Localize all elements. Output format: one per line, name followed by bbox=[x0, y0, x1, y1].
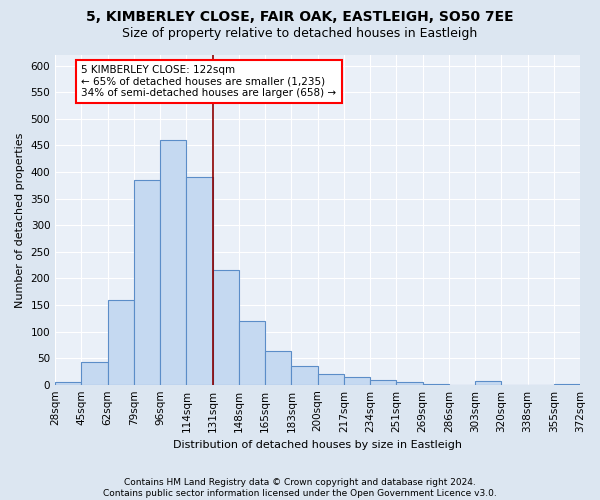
Bar bbox=[212, 270, 239, 384]
Bar bbox=[82, 362, 107, 384]
Bar bbox=[239, 321, 265, 384]
Bar bbox=[160, 140, 187, 384]
Bar bbox=[292, 366, 317, 384]
Text: 5, KIMBERLEY CLOSE, FAIR OAK, EASTLEIGH, SO50 7EE: 5, KIMBERLEY CLOSE, FAIR OAK, EASTLEIGH,… bbox=[86, 10, 514, 24]
Text: Contains HM Land Registry data © Crown copyright and database right 2024.
Contai: Contains HM Land Registry data © Crown c… bbox=[103, 478, 497, 498]
Text: 5 KIMBERLEY CLOSE: 122sqm
← 65% of detached houses are smaller (1,235)
34% of se: 5 KIMBERLEY CLOSE: 122sqm ← 65% of detac… bbox=[82, 65, 337, 98]
Text: Size of property relative to detached houses in Eastleigh: Size of property relative to detached ho… bbox=[122, 28, 478, 40]
Bar bbox=[475, 381, 501, 384]
Y-axis label: Number of detached properties: Number of detached properties bbox=[15, 132, 25, 308]
Bar bbox=[370, 380, 397, 384]
Bar bbox=[265, 351, 292, 384]
Bar bbox=[55, 382, 82, 384]
Bar bbox=[107, 300, 134, 384]
Bar bbox=[134, 180, 160, 384]
Bar bbox=[317, 374, 344, 384]
Bar bbox=[397, 382, 422, 384]
Bar bbox=[344, 376, 370, 384]
X-axis label: Distribution of detached houses by size in Eastleigh: Distribution of detached houses by size … bbox=[173, 440, 462, 450]
Bar bbox=[187, 178, 212, 384]
